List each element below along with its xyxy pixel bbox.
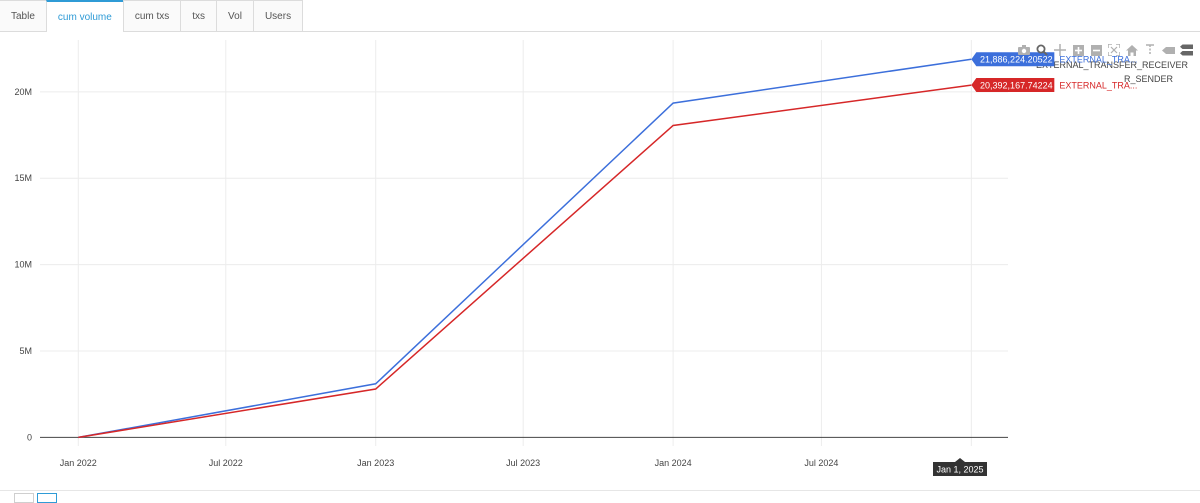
tab-vol[interactable]: Vol bbox=[216, 0, 254, 31]
y-tick-label: 10M bbox=[14, 260, 32, 270]
x-tick-label: Jan 2024 bbox=[655, 458, 692, 468]
hover-value: 21,886,224.20522 bbox=[980, 55, 1053, 65]
pager-prev[interactable] bbox=[14, 493, 34, 503]
legend-label-receiver[interactable]: EXTERNAL_TRANSFER_RECEIVER bbox=[1036, 60, 1189, 70]
home-icon[interactable] bbox=[1124, 42, 1140, 58]
x-tick-label: Jul 2024 bbox=[804, 458, 838, 468]
hover-label-receiver: 21,886,224.20522 EXTERNAL_TRA... bbox=[971, 52, 1137, 67]
zoom-icon[interactable] bbox=[1034, 42, 1050, 58]
hover-series-name: EXTERNAL_TRA... bbox=[1059, 81, 1137, 91]
tab-table[interactable]: Table bbox=[0, 0, 47, 31]
hover-compare-icon[interactable] bbox=[1178, 42, 1194, 58]
legend-label-sender-partial[interactable]: R_SENDER bbox=[1124, 74, 1174, 84]
hover-label-sender: 20,392,167.74224 EXTERNAL_TRA... bbox=[971, 78, 1137, 93]
tab-txs[interactable]: txs bbox=[180, 0, 218, 31]
bottom-divider bbox=[0, 490, 1200, 499]
camera-icon[interactable] bbox=[1016, 42, 1032, 58]
series-line-sender[interactable] bbox=[78, 84, 972, 439]
tab-users[interactable]: Users bbox=[252, 0, 304, 31]
series-line-receiver[interactable] bbox=[78, 58, 972, 439]
x-tick-label: Jul 2023 bbox=[506, 458, 540, 468]
y-tick-label: 5M bbox=[19, 346, 32, 356]
cum-volume-chart[interactable]: 0 5M 10M 15M 20M Jan 2022 Jul 2022 Jan 2023 Jul… bbox=[0, 32, 1200, 490]
y-tick-label: 15M bbox=[14, 173, 32, 183]
pager-current[interactable] bbox=[37, 493, 57, 503]
y-tick-label: 20M bbox=[14, 87, 32, 97]
zoom-out-icon[interactable] bbox=[1088, 42, 1104, 58]
tab-bar: Table cum volume cum txs txs Vol Users bbox=[0, 0, 1200, 32]
tab-cum-txs[interactable]: cum txs bbox=[122, 0, 182, 31]
tab-cum-volume[interactable]: cum volume bbox=[45, 0, 124, 32]
chart-modebar bbox=[1016, 42, 1194, 58]
hover-value: 20,392,167.74224 bbox=[980, 81, 1053, 91]
spike-lines-icon[interactable] bbox=[1142, 42, 1158, 58]
x-tick-label: Jan 2022 bbox=[60, 458, 97, 468]
autoscale-icon[interactable] bbox=[1106, 42, 1122, 58]
x-tick-label: Jul 2022 bbox=[209, 458, 243, 468]
pan-icon[interactable] bbox=[1052, 42, 1068, 58]
hover-closest-icon[interactable] bbox=[1160, 42, 1176, 58]
svg-text:Jan 1, 2025: Jan 1, 2025 bbox=[936, 465, 983, 475]
hover-series-name: EXTERNAL_TRA... bbox=[1059, 55, 1137, 65]
hover-x-label: Jan 1, 2025 bbox=[933, 458, 987, 476]
y-tick-label: 0 bbox=[27, 432, 32, 442]
x-tick-label: Jan 2023 bbox=[357, 458, 394, 468]
zoom-in-icon[interactable] bbox=[1070, 42, 1086, 58]
